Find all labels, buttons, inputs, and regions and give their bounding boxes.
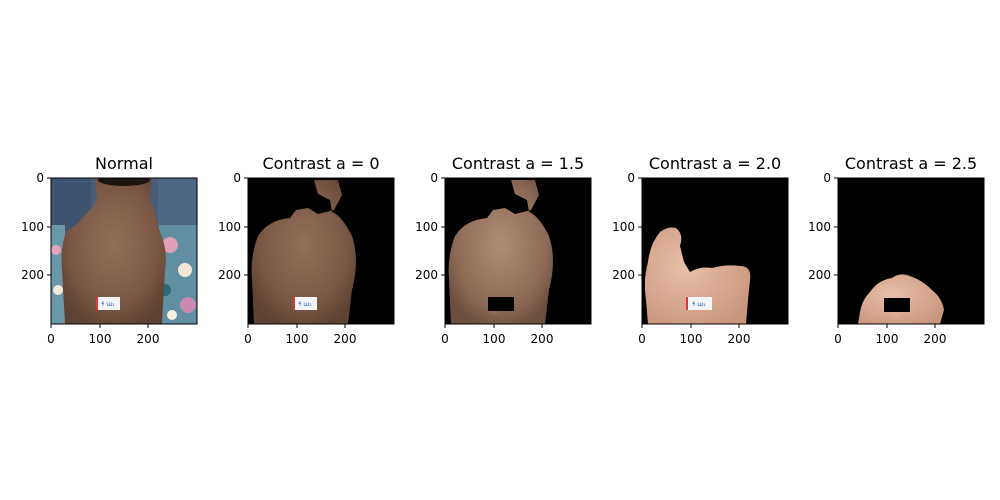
x-tick-label: 0 xyxy=(441,332,449,346)
y-tick-label: 100 xyxy=(21,220,44,234)
panel-title: Contrast a = 2.0 xyxy=(649,154,781,173)
y-tick-label: 0 xyxy=(430,171,438,185)
x-tick-label: 0 xyxy=(638,332,646,346)
x-ticks: 0 100 200 xyxy=(834,324,946,346)
panel-normal: Normal ɬ ɯ₁ xyxy=(21,154,198,346)
panel-image-segmented-back-a-2.5 xyxy=(838,178,984,324)
x-tick-label: 100 xyxy=(286,332,309,346)
panel-title: Contrast a = 0 xyxy=(262,154,379,173)
x-tick-label: 100 xyxy=(680,332,703,346)
y-tick-label: 100 xyxy=(808,220,831,234)
y-tick-label: 200 xyxy=(612,268,635,282)
y-ticks: 0 100 200 xyxy=(21,171,51,282)
y-tick-label: 0 xyxy=(233,171,241,185)
svg-text:ɬ ɯ₁: ɬ ɯ₁ xyxy=(101,301,115,308)
x-tick-label: 200 xyxy=(728,332,751,346)
panel-contrast-2-5: Contrast a = 2.5 0 100 200 0 100 200 xyxy=(808,154,985,346)
x-tick-label: 0 xyxy=(834,332,842,346)
panel-image-segmented-back-a-2.0: ɬ ɯ₁ xyxy=(642,178,788,324)
panel-title: Contrast a = 1.5 xyxy=(452,154,584,173)
panel-image-segmented-back-a-1.5 xyxy=(445,178,591,324)
panel-title: Contrast a = 2.5 xyxy=(845,154,977,173)
y-ticks: 0 100 200 xyxy=(808,171,838,282)
panel-image-segmented-back-a-0: ɬ ɯ₁ xyxy=(248,178,394,324)
y-tick-label: 100 xyxy=(415,220,438,234)
y-tick-label: 200 xyxy=(21,268,44,282)
y-tick-label: 200 xyxy=(415,268,438,282)
svg-text:ɬ ɯ₁: ɬ ɯ₁ xyxy=(298,301,312,308)
svg-text:ɬ ɯ₁: ɬ ɯ₁ xyxy=(692,301,706,308)
y-tick-label: 100 xyxy=(612,220,635,234)
x-ticks: 0 100 200 xyxy=(638,324,750,346)
axes-frame xyxy=(50,177,198,325)
x-tick-label: 100 xyxy=(876,332,899,346)
x-tick-label: 100 xyxy=(483,332,506,346)
y-ticks: 0 100 200 xyxy=(218,171,248,282)
y-ticks: 0 100 200 xyxy=(612,171,642,282)
y-ticks: 0 100 200 xyxy=(415,171,445,282)
panel-title: Normal xyxy=(95,154,153,173)
y-tick-label: 0 xyxy=(36,171,44,185)
x-tick-label: 200 xyxy=(334,332,357,346)
panel-contrast-2-0: Contrast a = 2.0 ɬ ɯ₁ 0 100 200 0 100 20… xyxy=(612,154,789,346)
axes-frame xyxy=(247,177,395,325)
y-tick-label: 200 xyxy=(808,268,831,282)
y-tick-label: 0 xyxy=(627,171,635,185)
y-tick-label: 200 xyxy=(218,268,241,282)
x-tick-label: 0 xyxy=(47,332,55,346)
x-ticks: 0 100 200 xyxy=(441,324,553,346)
y-tick-label: 0 xyxy=(823,171,831,185)
x-ticks: 0 100 200 xyxy=(47,324,159,346)
axes-frame xyxy=(641,177,789,325)
axes-frame xyxy=(444,177,592,325)
panel-contrast-1-5: Contrast a = 1.5 0 100 200 0 100 200 xyxy=(415,154,592,346)
x-tick-label: 200 xyxy=(924,332,947,346)
y-tick-label: 100 xyxy=(218,220,241,234)
x-ticks: 0 100 200 xyxy=(244,324,356,346)
panel-image-back-photo-original: ɬ ɯ₁ xyxy=(51,178,197,324)
x-tick-label: 100 xyxy=(89,332,112,346)
x-tick-label: 200 xyxy=(531,332,554,346)
x-tick-label: 200 xyxy=(137,332,160,346)
axes-frame xyxy=(837,177,985,325)
x-tick-label: 0 xyxy=(244,332,252,346)
panel-contrast-0: Contrast a = 0 ɬ ɯ₁ 0 100 200 0 100 200 xyxy=(218,154,395,346)
